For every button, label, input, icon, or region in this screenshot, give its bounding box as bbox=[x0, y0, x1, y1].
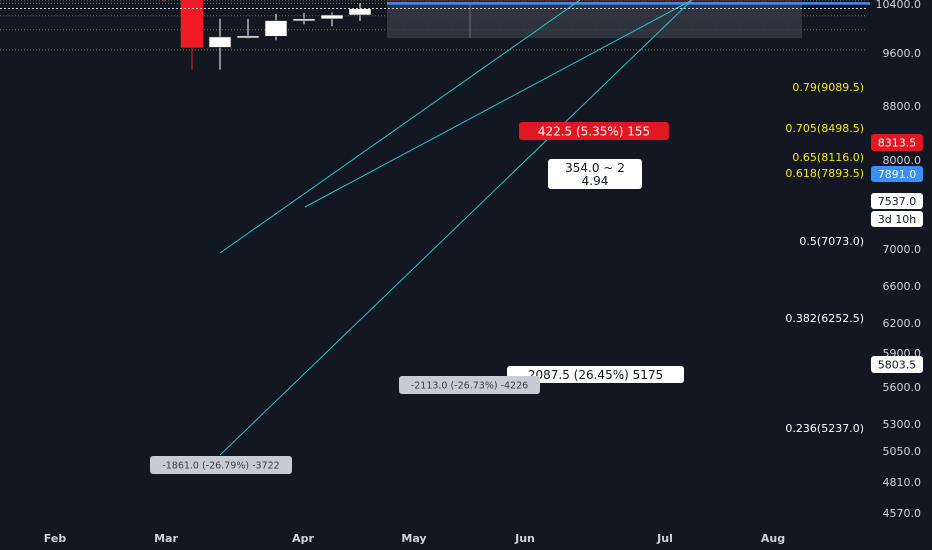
time-axis[interactable]: Feb Mar Apr May Jun Jul Aug bbox=[44, 532, 785, 545]
price-badge-last: 7537.0 bbox=[871, 193, 923, 209]
price-badge-target-text: 8313.5 bbox=[878, 136, 917, 149]
target-label-bg bbox=[519, 122, 669, 140]
price-badge-entry-text: 7891.0 bbox=[878, 168, 917, 181]
measure-label-1-bg bbox=[399, 376, 540, 394]
target-label-text: 422.5 (5.35%) 155 bbox=[538, 124, 650, 138]
channel-upper-trendline[interactable] bbox=[219, 0, 581, 254]
time-tick-label: Jul bbox=[656, 532, 673, 545]
price-badge-last-bg bbox=[871, 193, 923, 209]
price-tick-label: 10400.0 bbox=[876, 0, 922, 11]
price-tick-label: 5300.0 bbox=[883, 418, 922, 431]
stop-loss-zone[interactable] bbox=[387, 3, 802, 39]
fib-level-label: 0.236(5237.0) bbox=[785, 422, 864, 435]
time-tick-label: Mar bbox=[154, 532, 178, 545]
fib-level-label: 0.705(8498.5) bbox=[785, 122, 864, 135]
trendlines[interactable] bbox=[219, 0, 693, 456]
price-tick-label: 5050.0 bbox=[883, 445, 922, 458]
price-tick-label: 4810.0 bbox=[883, 476, 922, 489]
fibonacci-retracement[interactable]: 0.79(9089.5) 0.705(8498.5) 0.65(8116.0) 0.6… bbox=[0, 0, 867, 435]
wedge-trendline[interactable] bbox=[304, 0, 693, 208]
measure-label-2-text: -1861.0 (-26.79%) -3722 bbox=[162, 460, 279, 471]
measure-label-2: -1861.0 (-26.79%) -3722 bbox=[150, 456, 292, 474]
price-tick-label: 4570.0 bbox=[883, 507, 922, 520]
candle-body bbox=[348, 8, 372, 16]
fib-level-label: 0.618(7893.5) bbox=[785, 167, 864, 180]
time-tick-label: Feb bbox=[44, 532, 67, 545]
price-tick-label: 7000.0 bbox=[883, 243, 922, 256]
profit-target-zone[interactable] bbox=[387, 0, 802, 4]
measure-label-1: -2113.0 (-26.73%) -4226 bbox=[399, 376, 540, 394]
price-badge-target-bg bbox=[871, 134, 923, 151]
price-axis[interactable]: 10400.0 9600.0 8800.0 8000.0 7000.0 6600.0 620… bbox=[871, 0, 923, 520]
candle-body bbox=[292, 18, 316, 22]
fib-level-label: 0.382(6252.5) bbox=[785, 312, 864, 325]
price-tick-label: 6600.0 bbox=[883, 280, 922, 293]
drawing-labels: 422.5 (5.35%) 155 354.0 ~ 24.94 2087.5 (26… bbox=[150, 122, 684, 474]
price-tick-label: 5600.0 bbox=[883, 381, 922, 394]
candle-body bbox=[180, 0, 204, 48]
time-tick-label: May bbox=[401, 532, 426, 545]
price-badge-stop: 5803.5 bbox=[871, 356, 923, 373]
long-position-tool[interactable] bbox=[387, 0, 870, 39]
measure-label-2-bg bbox=[150, 456, 292, 474]
stop-label-text: 2087.5 (26.45%) 5175 bbox=[528, 368, 663, 382]
entry-label-line1: 354.0 ~ 2 bbox=[565, 161, 625, 175]
price-badge-stop-text: 5803.5 bbox=[878, 358, 917, 371]
price-tick-label: 9600.0 bbox=[883, 47, 922, 60]
stop-label: 2087.5 (26.45%) 5175 bbox=[507, 366, 684, 383]
price-badge-stop-bg bbox=[871, 356, 923, 373]
countdown-badge-text: 3d 10h bbox=[878, 213, 916, 226]
price-badge-last-text: 7537.0 bbox=[878, 195, 917, 208]
candle-body bbox=[236, 35, 260, 39]
entry-label-bg bbox=[548, 159, 642, 189]
candle-body bbox=[264, 20, 288, 37]
time-tick-label: Apr bbox=[292, 532, 314, 545]
entry-label-line2: 4.94 bbox=[582, 174, 609, 188]
target-label: 422.5 (5.35%) 155 bbox=[519, 122, 669, 140]
price-badge-entry-bg bbox=[871, 166, 923, 182]
price-badge-target: 8313.5 bbox=[871, 134, 923, 151]
channel-lower-trendline[interactable] bbox=[219, 0, 693, 456]
price-tick-label: 8800.0 bbox=[883, 100, 922, 113]
price-tick-label: 8000.0 bbox=[883, 154, 922, 167]
measure-label-1-text: -2113.0 (-26.73%) -4226 bbox=[411, 380, 528, 391]
fib-level-label: 0.79(9089.5) bbox=[792, 81, 864, 94]
countdown-badge-bg bbox=[871, 211, 923, 227]
stop-label-bg bbox=[507, 366, 684, 383]
fib-level-label: 0.65(8116.0) bbox=[792, 151, 864, 164]
entry-label: 354.0 ~ 24.94 bbox=[548, 159, 642, 189]
price-badge-entry: 7891.0 bbox=[871, 166, 923, 182]
candlestick-series bbox=[163, 0, 372, 70]
time-tick-label: Jun bbox=[514, 532, 535, 545]
countdown-badge: 3d 10h bbox=[871, 211, 923, 227]
candle-body bbox=[208, 36, 232, 48]
time-tick-label: Aug bbox=[761, 532, 785, 545]
price-tick-label: 6200.0 bbox=[883, 317, 922, 330]
candle-body bbox=[320, 14, 344, 20]
fib-level-label: 0.5(7073.0) bbox=[799, 235, 864, 248]
